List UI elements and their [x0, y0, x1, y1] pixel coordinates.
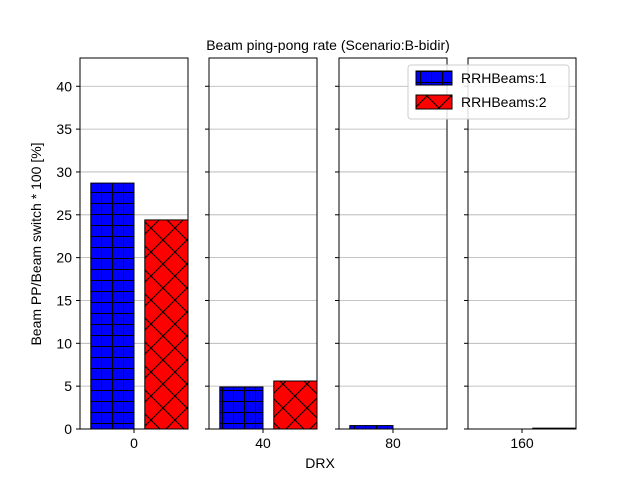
x-tick-label-drx-160: 160: [510, 435, 534, 451]
legend-swatch-rrhbeams-2-hatch: [415, 94, 453, 110]
x-axis-label: DRX: [305, 455, 335, 471]
bar-rrhbeams-1-drx-40-hatch: [219, 386, 264, 430]
legend-label-rrhbeams-2: RRHBeams:2: [461, 94, 547, 110]
y-tick-label-0: 0: [64, 421, 72, 437]
panel-drx-40: 40: [205, 57, 318, 451]
bar-rrhbeams-2-drx-0-hatch: [144, 219, 189, 430]
y-tick-label-40: 40: [56, 78, 72, 94]
chart-panels: 0 5 10 15 20 25 30 35 40 0 40 80 160: [56, 57, 577, 451]
legend-label-rrhbeams-1: RRHBeams:1: [461, 70, 547, 86]
x-tick-label-drx-80: 80: [385, 435, 401, 451]
chart-title: Beam ping-pong rate (Scenario:B-bidir): [206, 37, 450, 53]
panel-drx-80: 80: [335, 57, 448, 451]
y-tick-label-30: 30: [56, 164, 72, 180]
y-tick-label-10: 10: [56, 335, 72, 351]
y-tick-label-20: 20: [56, 250, 72, 266]
y-tick-label-5: 5: [64, 378, 72, 394]
bar-rrhbeams-1-drx-80-hatch: [349, 425, 394, 430]
x-tick-label-drx-40: 40: [255, 435, 271, 451]
panel-drx-160: 160: [464, 57, 577, 451]
panel-frame-drx-40: [208, 57, 318, 430]
y-tick-label-25: 25: [56, 207, 72, 223]
bar-rrhbeams-2-drx-40-hatch: [273, 380, 318, 430]
legend-swatch-rrhbeams-1-hatch: [415, 70, 453, 86]
bar-rrhbeams-1-drx-0-hatch: [90, 182, 135, 430]
x-tick-label-drx-0: 0: [130, 435, 138, 451]
y-tick-label-15: 15: [56, 292, 72, 308]
y-tick-label-35: 35: [56, 121, 72, 137]
panel-drx-0: 0 5 10 15 20 25 30 35 40 0: [56, 57, 189, 451]
chart-legend: RRHBeams:1 RRHBeams:2: [407, 64, 570, 120]
y-axis-label: Beam PP/Beam switch * 100 [%]: [28, 142, 44, 345]
